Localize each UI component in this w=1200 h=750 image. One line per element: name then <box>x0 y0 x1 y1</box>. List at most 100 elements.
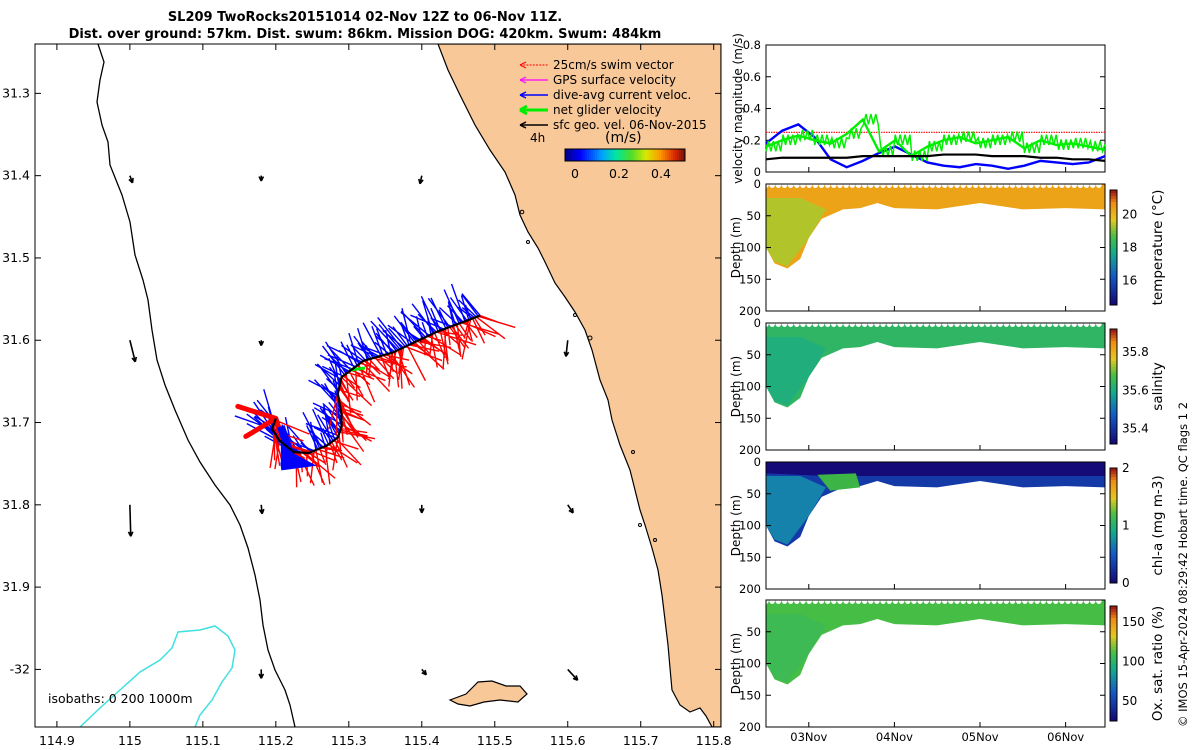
colorbar-cell <box>1110 686 1117 690</box>
colorbar-cell <box>1110 511 1117 515</box>
colorbar-cell <box>1110 654 1117 659</box>
colorbar-cell <box>1110 660 1117 664</box>
y-tick-label: 31.7 <box>2 415 30 430</box>
colorbar-cell <box>1110 623 1117 627</box>
colorbar-tick-label: 1 <box>1122 519 1130 533</box>
colorbar-cell <box>581 149 584 161</box>
colorbar-cell <box>1110 276 1117 280</box>
islet <box>519 209 525 215</box>
colorbar-cell <box>1110 577 1117 581</box>
section-deep-water <box>766 336 826 406</box>
arrow-icon <box>519 76 527 84</box>
colorbar-cell <box>1110 663 1117 667</box>
colorbar-cell <box>593 149 596 161</box>
y-tick-label: 31.9 <box>2 579 30 594</box>
colorbar-cell <box>1110 675 1117 679</box>
x-tick-label: 114.9 <box>39 733 75 748</box>
colorbar-cell <box>1110 224 1117 228</box>
colorbar-cell <box>1110 606 1117 610</box>
colorbar-cell <box>1110 545 1117 549</box>
colorbar-tick-label: 20 <box>1122 208 1137 222</box>
colorbar-cell <box>615 149 618 161</box>
colorbar-cell <box>1110 412 1117 416</box>
colorbar-cell <box>1110 241 1117 246</box>
colorbar-cell <box>1110 611 1117 616</box>
colorbar-cell <box>1110 571 1117 575</box>
colorbar-cell <box>1110 343 1117 347</box>
colorbar-unit-label: (m/s) <box>605 130 642 146</box>
geo-velocity-arrow <box>567 668 579 681</box>
legend-label: 25cm/s swim vector <box>553 58 674 72</box>
colorbar-cell <box>1110 218 1117 223</box>
geo-velocity-arrow <box>258 669 265 679</box>
colorbar-cell <box>605 149 608 161</box>
dive-avg-current-line <box>765 123 1106 171</box>
colorbar-cell <box>681 149 684 161</box>
colorbar-cell <box>1110 698 1117 702</box>
dotted-arrow-icon <box>519 61 527 69</box>
y-tick-label: 0 <box>754 165 761 179</box>
colorbar-cell <box>1110 634 1117 639</box>
colorbar-cell <box>1110 505 1117 509</box>
dive-surface-scallops <box>763 323 1102 328</box>
colorbar-frame <box>1109 467 1118 584</box>
colorbar-cell <box>573 149 576 161</box>
y-tick-label: 31.8 <box>2 497 30 512</box>
legend-item-swim-vector: 25cm/s swim vector <box>519 58 674 72</box>
rottnest-island <box>448 680 528 707</box>
colorbar-cell <box>641 149 644 161</box>
colorbar-cell <box>665 149 668 161</box>
colorbar-cell <box>591 149 594 161</box>
depth-tick-label: 150 <box>739 550 761 564</box>
colorbar-cell <box>1110 415 1117 419</box>
colorbar-cell <box>569 149 572 161</box>
colorbar-cell <box>1110 631 1117 636</box>
colorbar-frame <box>564 148 686 162</box>
depth-tick-label: 0 <box>754 455 761 469</box>
colorbar-tick-label: 150 <box>1122 615 1145 629</box>
legend-item-net-glider: net glider velocity <box>519 103 661 117</box>
colorbar-cell <box>1110 259 1117 263</box>
islet <box>573 313 577 317</box>
colorbar-cell <box>1110 238 1117 243</box>
colorbar-label: temperature (°C) <box>1150 190 1166 306</box>
section-deep-water <box>766 197 826 267</box>
colorbar-tick: 0 <box>571 166 579 181</box>
colorbar-cell <box>645 149 648 161</box>
legend-item-gps-surface: GPS surface velocity <box>519 73 676 87</box>
colorbar-cell <box>1110 476 1117 480</box>
geo-velocity-arrow <box>258 504 265 515</box>
x-tick-label: 115.8 <box>696 733 732 748</box>
colorbar-cell <box>1110 270 1117 274</box>
legend-label: GPS surface velocity <box>553 73 676 87</box>
geo-velocity-arrow <box>258 340 265 346</box>
colorbar-label: chl-a (mg m-3) <box>1150 475 1166 575</box>
colorbar-cell <box>1110 657 1117 662</box>
colorbar-cell <box>643 149 646 161</box>
colorbar-cell <box>1110 398 1117 402</box>
velocity-plot-frame <box>765 44 1106 173</box>
y-tick-label: 31.6 <box>2 332 30 347</box>
glider-velocity-swath <box>234 283 516 488</box>
colorbar-cell <box>1110 666 1117 670</box>
colorbar-cell <box>1110 244 1117 248</box>
colorbar-cell <box>1110 369 1117 373</box>
depth-tick-label: 100 <box>739 241 761 255</box>
colorbar-cell <box>1110 542 1117 547</box>
colorbar-cell <box>1110 256 1117 260</box>
colorbar-cell <box>1110 534 1117 538</box>
colorbar-cell <box>1110 473 1117 478</box>
colorbar-cell <box>1110 273 1117 277</box>
geo-velocity-arrow <box>563 340 570 357</box>
colorbar-cell <box>1110 198 1117 202</box>
colorbar-cell <box>1110 646 1117 650</box>
colorbar-cell <box>1110 548 1117 552</box>
colorbar-cell <box>1110 683 1117 687</box>
time-tick-label: 05Nov <box>961 730 998 744</box>
colorbar-cell <box>1110 488 1117 492</box>
colorbar-cell <box>669 149 672 161</box>
time-axis: 03Nov 04Nov 05Nov 06Nov <box>790 167 1084 744</box>
colorbar-cell <box>1110 435 1117 439</box>
colorbar-cell <box>1110 403 1117 408</box>
colorbar-tick-label: 0 <box>1122 576 1130 590</box>
